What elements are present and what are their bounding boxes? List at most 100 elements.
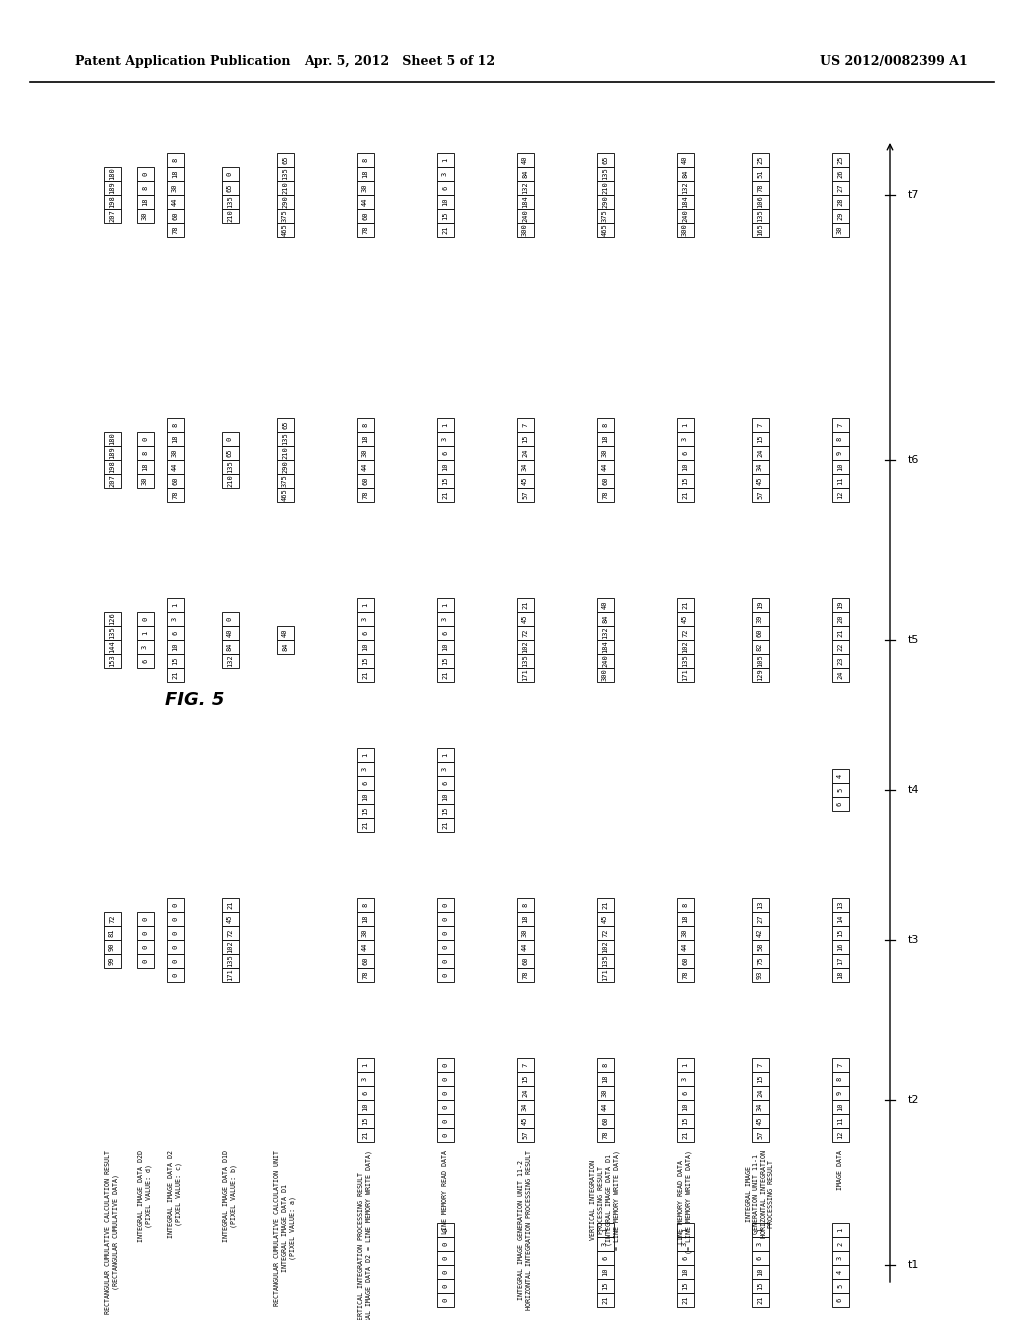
Bar (221, 954, 239, 968)
Bar (167, 446, 183, 459)
Bar (677, 459, 693, 474)
Text: 210: 210 (227, 210, 233, 222)
Text: 6: 6 (362, 1090, 368, 1096)
Text: INTEGRAL IMAGE DATA D1D
(PIXEL VALUE: b): INTEGRAL IMAGE DATA D1D (PIXEL VALUE: b) (223, 1150, 237, 1242)
Text: 3: 3 (442, 437, 449, 441)
Bar (516, 940, 534, 954)
Text: 8: 8 (172, 158, 178, 162)
Bar (436, 818, 454, 832)
Text: 4: 4 (837, 774, 843, 777)
Bar (221, 474, 239, 488)
Bar (167, 940, 183, 954)
Bar (831, 1294, 849, 1307)
Bar (167, 668, 183, 682)
Bar (436, 940, 454, 954)
Bar (516, 598, 534, 612)
Text: 7: 7 (837, 422, 843, 428)
Text: 65: 65 (602, 156, 608, 164)
Text: 12: 12 (837, 491, 843, 499)
Bar (752, 223, 768, 238)
Bar (752, 653, 768, 668)
Bar (677, 912, 693, 927)
Text: 30: 30 (837, 226, 843, 234)
Bar (597, 1265, 613, 1279)
Text: 465: 465 (602, 223, 608, 236)
Bar (831, 668, 849, 682)
Bar (167, 598, 183, 612)
Text: 44: 44 (172, 198, 178, 206)
Bar (677, 954, 693, 968)
Text: 78: 78 (172, 226, 178, 234)
Bar (436, 432, 454, 446)
Bar (831, 1224, 849, 1237)
Text: 21: 21 (442, 821, 449, 829)
Bar (597, 446, 613, 459)
Bar (831, 1100, 849, 1114)
Text: 40: 40 (522, 156, 528, 164)
Bar (752, 1114, 768, 1129)
Text: 8: 8 (522, 903, 528, 907)
Text: 135: 135 (227, 195, 233, 209)
Bar (356, 776, 374, 789)
Bar (103, 940, 121, 954)
Text: 5: 5 (837, 788, 843, 792)
Text: 15: 15 (442, 211, 449, 220)
Bar (752, 954, 768, 968)
Text: 10: 10 (682, 1102, 688, 1111)
Bar (831, 912, 849, 927)
Text: 0: 0 (172, 917, 178, 921)
Text: IMAGE DATA: IMAGE DATA (837, 1150, 843, 1191)
Bar (831, 432, 849, 446)
Text: 13: 13 (757, 900, 763, 909)
Text: 0: 0 (227, 172, 233, 176)
Bar (436, 195, 454, 209)
Bar (356, 446, 374, 459)
Bar (831, 418, 849, 432)
Text: 39: 39 (757, 615, 763, 623)
Bar (752, 1237, 768, 1251)
Bar (752, 1251, 768, 1265)
Bar (436, 1114, 454, 1129)
Bar (677, 153, 693, 168)
Text: 65: 65 (282, 156, 288, 164)
Bar (677, 432, 693, 446)
Bar (597, 474, 613, 488)
Bar (356, 762, 374, 776)
Text: 210: 210 (282, 446, 288, 459)
Text: 7: 7 (757, 1063, 763, 1067)
Text: 8: 8 (362, 903, 368, 907)
Bar (221, 168, 239, 181)
Text: 84: 84 (227, 643, 233, 651)
Bar (167, 459, 183, 474)
Bar (436, 1086, 454, 1100)
Bar (436, 1072, 454, 1086)
Bar (677, 940, 693, 954)
Text: 126: 126 (109, 612, 115, 626)
Text: 0: 0 (172, 903, 178, 907)
Bar (597, 1251, 613, 1265)
Bar (276, 195, 294, 209)
Text: 144: 144 (109, 640, 115, 653)
Text: 40: 40 (602, 601, 608, 610)
Bar (516, 912, 534, 927)
Text: 1: 1 (602, 1228, 608, 1232)
Text: 171: 171 (522, 669, 528, 681)
Text: 171: 171 (602, 969, 608, 981)
Text: 78: 78 (362, 970, 368, 979)
Bar (221, 181, 239, 195)
Bar (752, 1059, 768, 1072)
Text: 10: 10 (682, 1267, 688, 1276)
Bar (752, 668, 768, 682)
Bar (136, 640, 154, 653)
Text: 184: 184 (522, 195, 528, 209)
Bar (436, 223, 454, 238)
Text: 15: 15 (362, 1117, 368, 1125)
Text: 15: 15 (682, 477, 688, 486)
Text: 105: 105 (757, 655, 763, 668)
Bar (677, 626, 693, 640)
Text: 19: 19 (757, 601, 763, 610)
Text: Patent Application Publication: Patent Application Publication (75, 55, 291, 69)
Text: 8: 8 (682, 903, 688, 907)
Text: 15: 15 (442, 807, 449, 816)
Bar (103, 626, 121, 640)
